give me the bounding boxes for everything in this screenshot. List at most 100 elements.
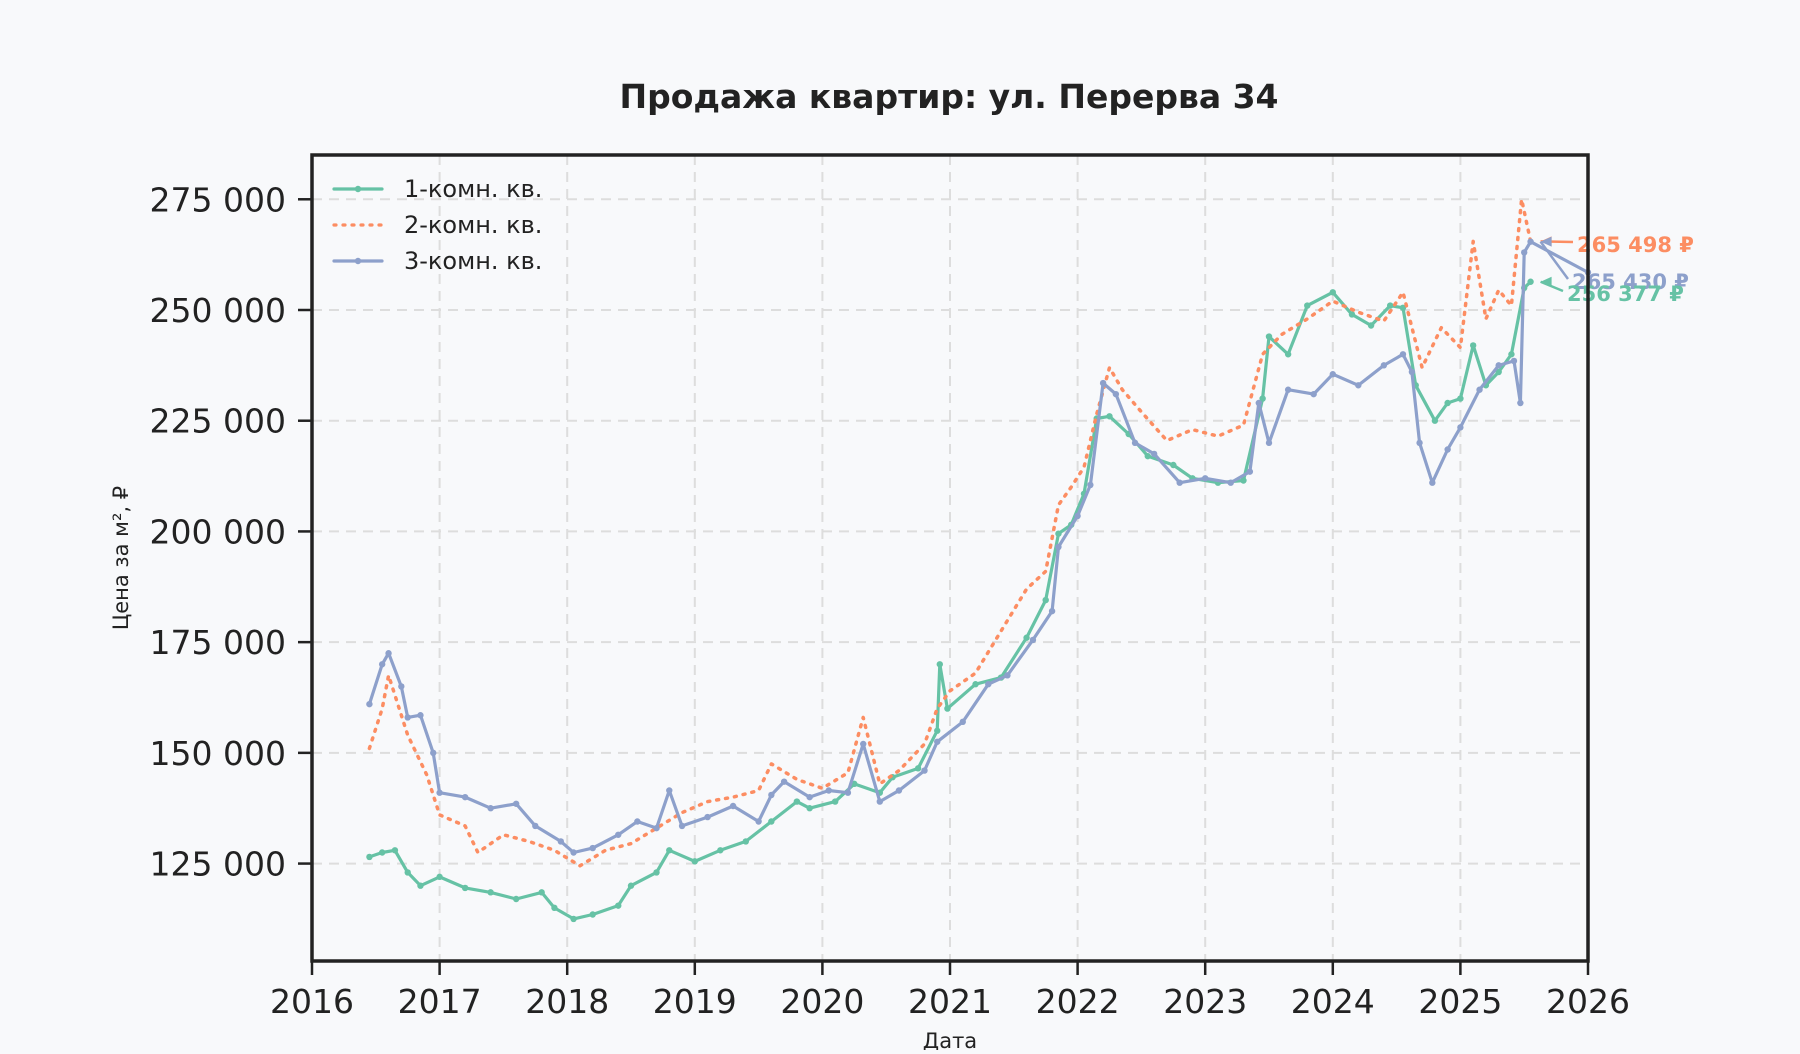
series-1-point: [436, 873, 443, 881]
series-3-point: [1429, 479, 1436, 486]
legend-label: 1-комн. кв.: [404, 175, 542, 203]
annotation-arrowhead: [1540, 236, 1552, 247]
series-1-point: [768, 818, 775, 825]
series-1-point: [1240, 477, 1247, 484]
series-3-point: [1355, 382, 1362, 389]
annotation-label: 265 430 ₽: [1572, 270, 1689, 294]
series-1-point: [1457, 395, 1464, 402]
series-1-point: [1367, 322, 1375, 329]
series-3-point: [1495, 362, 1502, 369]
series-3-point: [1048, 607, 1056, 615]
x-tick-label: 2022: [1036, 982, 1120, 1021]
series-3-point: [1408, 368, 1416, 376]
series-1-point: [936, 661, 943, 668]
series-3-point: [666, 787, 673, 794]
series-3-point: [1457, 424, 1464, 431]
series-3-point: [1255, 399, 1262, 407]
series-3-point: [1087, 481, 1094, 489]
series-1-point: [806, 805, 813, 812]
series-3-point: [634, 818, 641, 825]
series-1-point: [1527, 278, 1534, 285]
series-3-point: [589, 844, 596, 852]
x-tick-label: 2019: [653, 982, 737, 1021]
series-3-point: [1476, 386, 1483, 393]
series-1-point: [1444, 399, 1451, 407]
series-3-line: [367, 240, 1590, 855]
series-1-point: [1023, 634, 1030, 641]
series-3-point: [1029, 636, 1037, 644]
series-3-point: [570, 849, 577, 856]
x-tick-label: 2016: [270, 982, 354, 1021]
x-axis-label: Дата: [923, 1029, 977, 1050]
series-3-point: [653, 824, 660, 832]
series-1-point: [366, 853, 373, 861]
y-axis-label: Цена за м², ₽: [109, 486, 133, 630]
series-1-point: [1469, 342, 1477, 349]
series-3-point: [1150, 450, 1158, 458]
series-3-point: [1176, 479, 1183, 486]
series-3-point: [532, 822, 539, 830]
series-3-point: [1399, 351, 1407, 358]
series-3-point: [385, 650, 392, 657]
series-1-point: [972, 681, 979, 688]
series-3-point: [461, 793, 469, 801]
series-1-point: [1304, 302, 1311, 309]
x-tick-label: 2017: [398, 982, 482, 1021]
legend-swatch-marker: [354, 185, 362, 193]
y-tick-label: 150 000: [150, 734, 286, 773]
series-1-point: [717, 847, 724, 854]
series-3-point: [1510, 357, 1518, 365]
y-tick-label: 200 000: [150, 512, 286, 551]
series-1-point: [461, 884, 469, 892]
x-tick-label: 2024: [1291, 982, 1375, 1021]
series-1-point: [666, 847, 673, 854]
series-3-point: [398, 683, 405, 690]
series-1-point: [1431, 417, 1439, 424]
series-3-point: [430, 749, 437, 757]
series-3-point: [1329, 371, 1337, 378]
legend-swatch-marker: [354, 257, 362, 265]
series-1-point: [1106, 413, 1113, 420]
series-1-point: [1399, 304, 1407, 311]
y-tick-label: 175 000: [150, 623, 286, 662]
x-tick-label: 2023: [1163, 982, 1247, 1021]
annotation-label: 256 377 ₽: [1567, 282, 1684, 306]
series-3-point: [876, 798, 884, 805]
series-3-point: [678, 822, 686, 830]
series-1-point: [1055, 530, 1062, 537]
series-3-point: [985, 681, 992, 688]
series-3-point: [1227, 479, 1234, 486]
series-3-point: [895, 787, 903, 794]
series-1-point: [487, 889, 494, 896]
series-1-point: [570, 915, 577, 923]
x-tick-label: 2018: [525, 982, 609, 1021]
y-tick-label: 225 000: [150, 402, 286, 441]
y-tick-label: 250 000: [150, 291, 286, 330]
series-3-point: [806, 793, 813, 801]
series-3-point: [378, 661, 386, 668]
series-3-point: [844, 789, 852, 796]
series-3-point: [1112, 390, 1120, 398]
legend: 1-комн. кв. 2-комн. кв. 3-комн. кв.: [332, 175, 542, 275]
series-1-point: [1259, 395, 1266, 402]
series-1-point: [404, 869, 411, 876]
series-3-point: [436, 789, 443, 796]
x-axis-ticks: 2016 2017 2018 2019 2020 2021 2022 2023 2024 2025…: [270, 961, 1630, 1021]
series-1-point: [1387, 302, 1394, 309]
series-1-point: [1042, 596, 1049, 604]
end-value-annotations: 265 498 ₽ 265 430 ₽256 377 ₽: [1539, 233, 1694, 306]
series-3-point: [1265, 439, 1273, 447]
series-3-point: [615, 831, 622, 838]
y-tick-label: 125 000: [150, 845, 286, 884]
series-1-point: [1265, 333, 1273, 340]
chart-title: Продажа квартир: ул. Перерва 34: [619, 77, 1278, 116]
series-2-line: [367, 197, 1533, 868]
annotation-label: 265 498 ₽: [1577, 233, 1694, 257]
series-3-point: [921, 767, 928, 774]
series-1-point: [1508, 351, 1515, 358]
series-1-point: [1348, 311, 1356, 318]
series-1-point: [391, 847, 399, 854]
series-3-point: [1444, 446, 1451, 453]
series-1-point: [1495, 368, 1502, 376]
legend-label: 3-комн. кв.: [404, 247, 542, 275]
